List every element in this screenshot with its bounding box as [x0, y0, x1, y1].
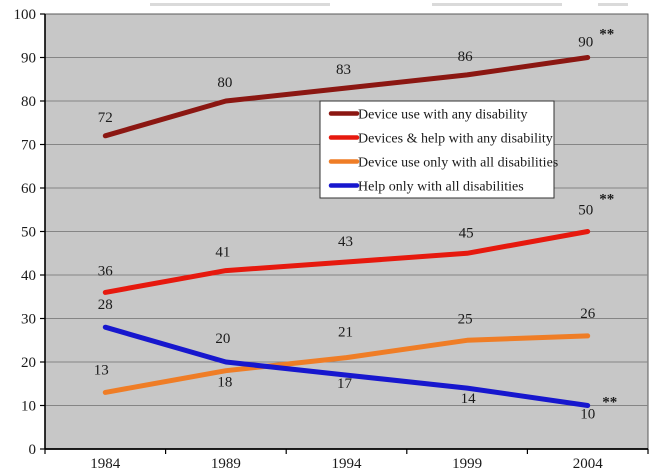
series-line	[102, 229, 591, 295]
x-tick-label: 2004	[573, 456, 604, 472]
significance-annotation: **	[599, 192, 614, 208]
series-line	[102, 324, 591, 408]
legend-box	[319, 100, 555, 199]
y-tick-label: 100	[14, 7, 37, 23]
data-label: 43	[338, 234, 353, 250]
data-label: 45	[459, 225, 474, 241]
legend-item-label: Help only with all disabilities	[358, 180, 524, 195]
series-line	[102, 333, 591, 395]
legend-item-label: Device use with any disability	[358, 108, 528, 123]
x-tick-label: 1989	[211, 456, 241, 472]
y-tick-label: 10	[21, 399, 36, 415]
data-label: 18	[217, 375, 232, 391]
x-tick-label: 1984	[90, 456, 121, 472]
significance-annotation: **	[599, 27, 614, 43]
data-label: 86	[458, 49, 474, 65]
data-label: 25	[458, 311, 473, 327]
cropped-title-remnant	[432, 3, 562, 6]
x-tick-label: 1999	[452, 456, 482, 472]
y-tick-label: 0	[29, 442, 37, 458]
data-label: 14	[461, 391, 477, 407]
data-label: 83	[336, 62, 351, 78]
y-tick-label: 40	[21, 268, 36, 284]
data-label: 36	[98, 263, 114, 279]
data-label: 20	[215, 331, 230, 347]
y-tick-label: 30	[21, 312, 36, 328]
x-tick-label: 1994	[332, 456, 363, 472]
data-label: 41	[215, 245, 230, 261]
data-label: 17	[337, 376, 353, 392]
y-tick-label: 70	[21, 138, 36, 154]
y-tick-label: 80	[21, 94, 36, 110]
data-label: 72	[98, 110, 113, 126]
legend-item-label: Device use only with all disabilities	[358, 156, 558, 171]
y-tick-label: 20	[21, 355, 36, 371]
significance-annotation: **	[602, 395, 617, 411]
data-label: 50	[578, 203, 593, 219]
data-label: 21	[338, 325, 353, 341]
data-label: 10	[580, 407, 595, 423]
y-tick-label: 50	[21, 225, 36, 241]
data-label: 28	[98, 297, 113, 313]
cropped-title-remnant	[150, 3, 330, 6]
y-tick-label: 60	[21, 181, 36, 197]
legend-item-label: Devices & help with any disability	[358, 132, 553, 147]
data-label: 26	[580, 306, 596, 322]
data-label: 90	[578, 35, 593, 51]
data-label: 80	[217, 75, 232, 91]
series-line	[102, 55, 591, 139]
data-label: 13	[94, 362, 109, 378]
cropped-title-remnant	[598, 3, 628, 6]
y-tick-label: 90	[21, 51, 36, 67]
